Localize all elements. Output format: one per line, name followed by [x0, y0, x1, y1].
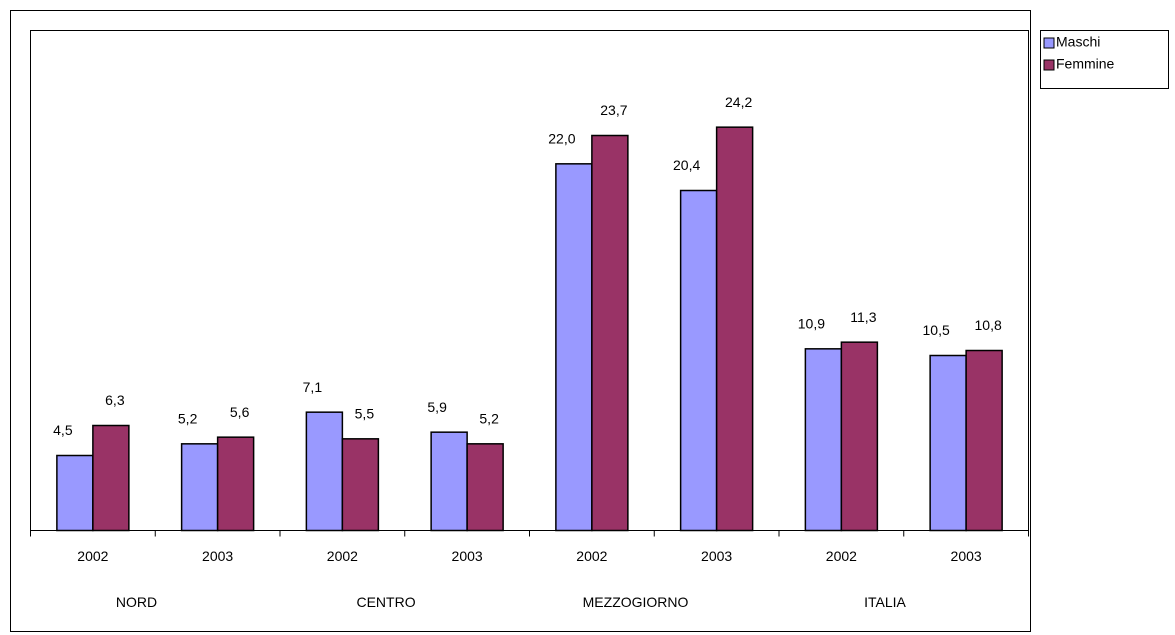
- x-tick-label: 2002: [327, 548, 358, 564]
- chart-border: [10, 10, 1031, 632]
- group-label: CENTRO: [356, 594, 415, 610]
- value-label: 22,0: [548, 131, 575, 147]
- value-label: 11,3: [850, 309, 876, 325]
- value-label: 7,1: [303, 379, 323, 395]
- value-label: 5,2: [479, 411, 499, 427]
- value-label: 5,5: [355, 406, 375, 422]
- value-label: 5,2: [178, 411, 198, 427]
- legend-swatch: [1043, 59, 1055, 71]
- value-label: 5,9: [427, 399, 447, 415]
- value-label: 4,5: [53, 422, 73, 438]
- value-label: 10,5: [923, 322, 950, 338]
- bar: [216, 436, 255, 532]
- x-tick-label: 2002: [576, 548, 607, 564]
- bar: [591, 134, 629, 532]
- bar: [555, 163, 593, 532]
- x-tick-label: 2003: [701, 548, 732, 564]
- value-label: 5,6: [230, 404, 250, 420]
- bar: [715, 126, 754, 532]
- x-tick-label: 2002: [826, 548, 857, 564]
- value-label: 24,2: [725, 94, 752, 110]
- bar: [679, 189, 718, 532]
- group-label: MEZZOGIORNO: [583, 594, 689, 610]
- value-label: 23,7: [600, 102, 627, 118]
- value-label: 6,3: [105, 392, 125, 408]
- legend-label: Femmine: [1056, 56, 1115, 72]
- value-label: 10,8: [975, 317, 1002, 333]
- x-tick-label: 2003: [202, 548, 233, 564]
- plot-border: [30, 30, 1029, 531]
- legend-label: Maschi: [1056, 34, 1100, 50]
- legend-box: [1040, 30, 1169, 89]
- bar: [92, 424, 130, 532]
- x-tick-label: 2003: [951, 548, 982, 564]
- value-label: 20,4: [673, 157, 700, 173]
- bar: [305, 411, 344, 532]
- bar: [430, 431, 468, 532]
- bar: [804, 348, 843, 532]
- x-tick-label: 2002: [77, 548, 108, 564]
- group-label: NORD: [116, 594, 157, 610]
- bar: [965, 349, 1003, 532]
- value-label: 10,9: [798, 316, 825, 332]
- bar: [180, 443, 219, 532]
- bar: [840, 341, 879, 532]
- bar: [56, 454, 94, 532]
- x-tick-label: 2003: [452, 548, 483, 564]
- group-label: ITALIA: [864, 594, 906, 610]
- legend-swatch: [1043, 37, 1055, 49]
- bar: [341, 438, 380, 532]
- bar: [466, 443, 504, 532]
- bar: [929, 354, 967, 532]
